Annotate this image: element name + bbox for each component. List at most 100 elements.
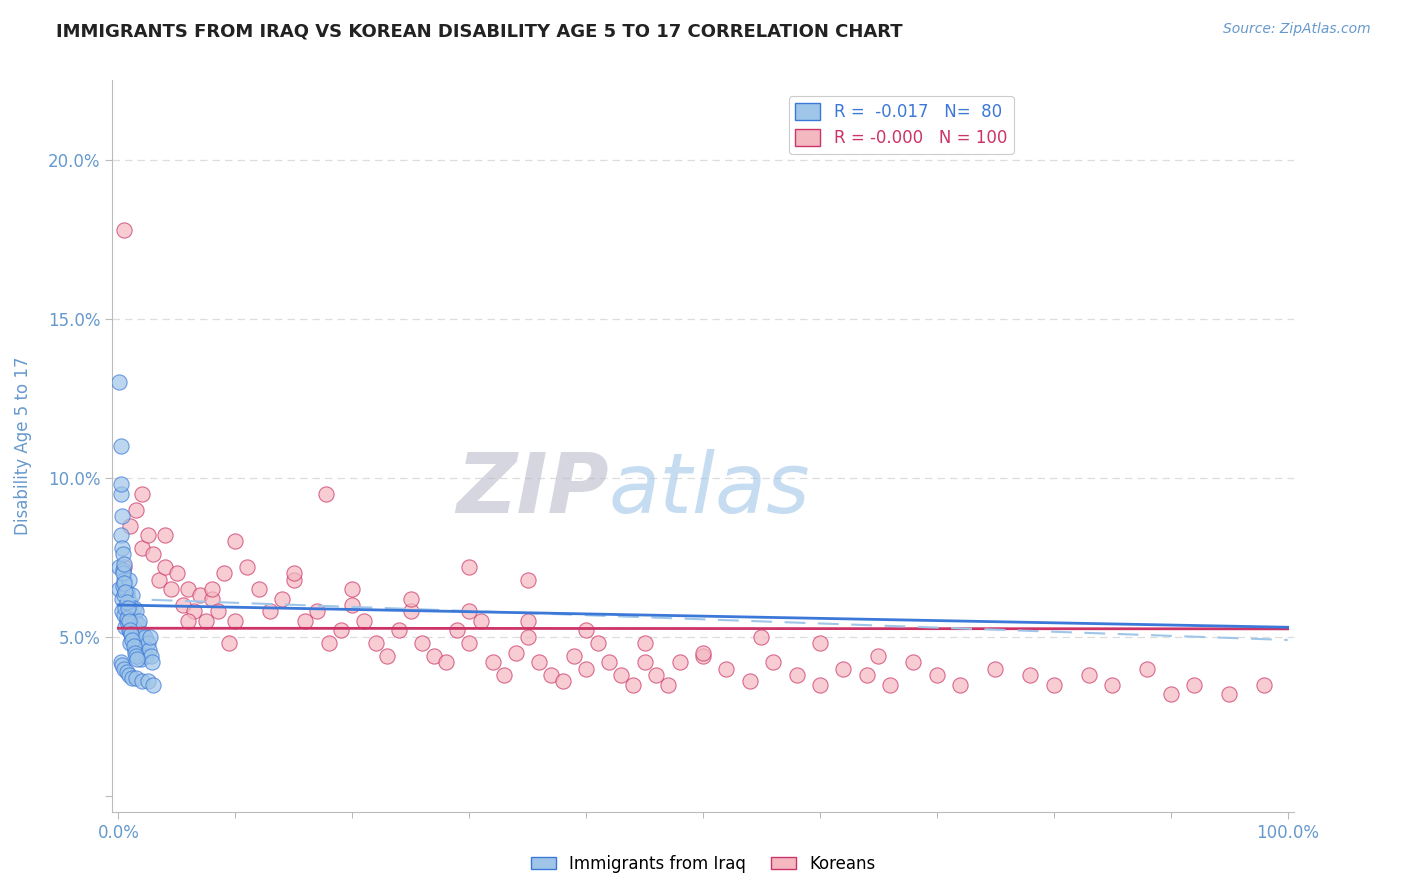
Point	[529, 655, 551, 669]
Point	[207, 604, 229, 618]
Point	[446, 624, 468, 638]
Point	[470, 614, 492, 628]
Point	[122, 601, 145, 615]
Point	[142, 677, 165, 691]
Point	[340, 598, 363, 612]
Point	[458, 636, 481, 650]
Point	[879, 677, 901, 691]
Point	[121, 589, 143, 603]
Point	[271, 591, 294, 606]
Point	[128, 614, 150, 628]
Point	[111, 508, 134, 523]
Point	[142, 547, 165, 561]
Point	[434, 655, 457, 669]
Point	[481, 655, 503, 669]
Point	[172, 598, 194, 612]
Point	[120, 626, 142, 640]
Point	[132, 642, 155, 657]
Point	[610, 668, 633, 682]
Point	[134, 630, 156, 644]
Point	[762, 655, 785, 669]
Point	[183, 604, 205, 618]
Text: ZIP: ZIP	[456, 450, 609, 531]
Point	[131, 541, 153, 555]
Point	[329, 624, 352, 638]
Point	[808, 636, 831, 650]
Point	[111, 658, 134, 673]
Point	[112, 575, 135, 590]
Point	[786, 668, 808, 682]
Point	[117, 611, 139, 625]
Point	[375, 648, 398, 663]
Point	[692, 646, 714, 660]
Point	[124, 646, 146, 660]
Point	[111, 579, 134, 593]
Point	[340, 582, 363, 596]
Point	[516, 573, 538, 587]
Point	[112, 589, 135, 603]
Point	[692, 648, 714, 663]
Point	[177, 614, 200, 628]
Point	[1218, 687, 1240, 701]
Point	[949, 677, 972, 691]
Point	[188, 589, 211, 603]
Point	[121, 617, 143, 632]
Text: Source: ZipAtlas.com: Source: ZipAtlas.com	[1223, 22, 1371, 37]
Point	[621, 677, 644, 691]
Point	[118, 636, 141, 650]
Point	[118, 624, 141, 638]
Point	[111, 547, 134, 561]
Point	[575, 624, 598, 638]
Point	[117, 591, 139, 606]
Point	[645, 668, 668, 682]
Point	[224, 614, 246, 628]
Point	[494, 668, 516, 682]
Legend: R =  -0.017   N=  80, R = -0.000   N = 100: R = -0.017 N= 80, R = -0.000 N = 100	[789, 96, 1014, 154]
Point	[247, 582, 270, 596]
Point	[121, 632, 143, 647]
Point	[716, 662, 738, 676]
Point	[115, 614, 138, 628]
Point	[108, 582, 131, 596]
Point	[115, 595, 138, 609]
Point	[353, 614, 375, 628]
Point	[283, 573, 305, 587]
Point	[125, 648, 148, 663]
Point	[129, 630, 152, 644]
Point	[136, 528, 159, 542]
Point	[423, 648, 446, 663]
Point	[117, 601, 139, 615]
Point	[364, 636, 387, 650]
Y-axis label: Disability Age 5 to 17: Disability Age 5 to 17	[14, 357, 31, 535]
Point	[118, 518, 141, 533]
Point	[114, 620, 136, 634]
Point	[832, 662, 855, 676]
Point	[111, 591, 134, 606]
Point	[115, 665, 138, 679]
Point	[118, 573, 141, 587]
Point	[1043, 677, 1066, 691]
Point	[516, 630, 538, 644]
Point	[218, 636, 240, 650]
Point	[1253, 677, 1275, 691]
Point	[318, 636, 340, 650]
Point	[114, 601, 136, 615]
Point	[195, 614, 218, 628]
Point	[112, 557, 135, 571]
Point	[564, 648, 586, 663]
Point	[1160, 687, 1182, 701]
Text: atlas: atlas	[609, 450, 810, 531]
Point	[516, 614, 538, 628]
Point	[124, 642, 146, 657]
Point	[399, 604, 422, 618]
Point	[657, 677, 679, 691]
Point	[111, 604, 134, 618]
Point	[118, 598, 141, 612]
Text: IMMIGRANTS FROM IRAQ VS KOREAN DISABILITY AGE 5 TO 17 CORRELATION CHART: IMMIGRANTS FROM IRAQ VS KOREAN DISABILIT…	[56, 22, 903, 40]
Point	[259, 604, 281, 618]
Point	[633, 636, 655, 650]
Point	[125, 604, 148, 618]
Legend: Immigrants from Iraq, Koreans: Immigrants from Iraq, Koreans	[524, 848, 882, 880]
Point	[110, 477, 132, 491]
Point	[925, 668, 948, 682]
